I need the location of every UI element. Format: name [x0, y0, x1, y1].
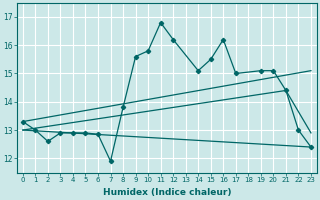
X-axis label: Humidex (Indice chaleur): Humidex (Indice chaleur) — [103, 188, 231, 197]
